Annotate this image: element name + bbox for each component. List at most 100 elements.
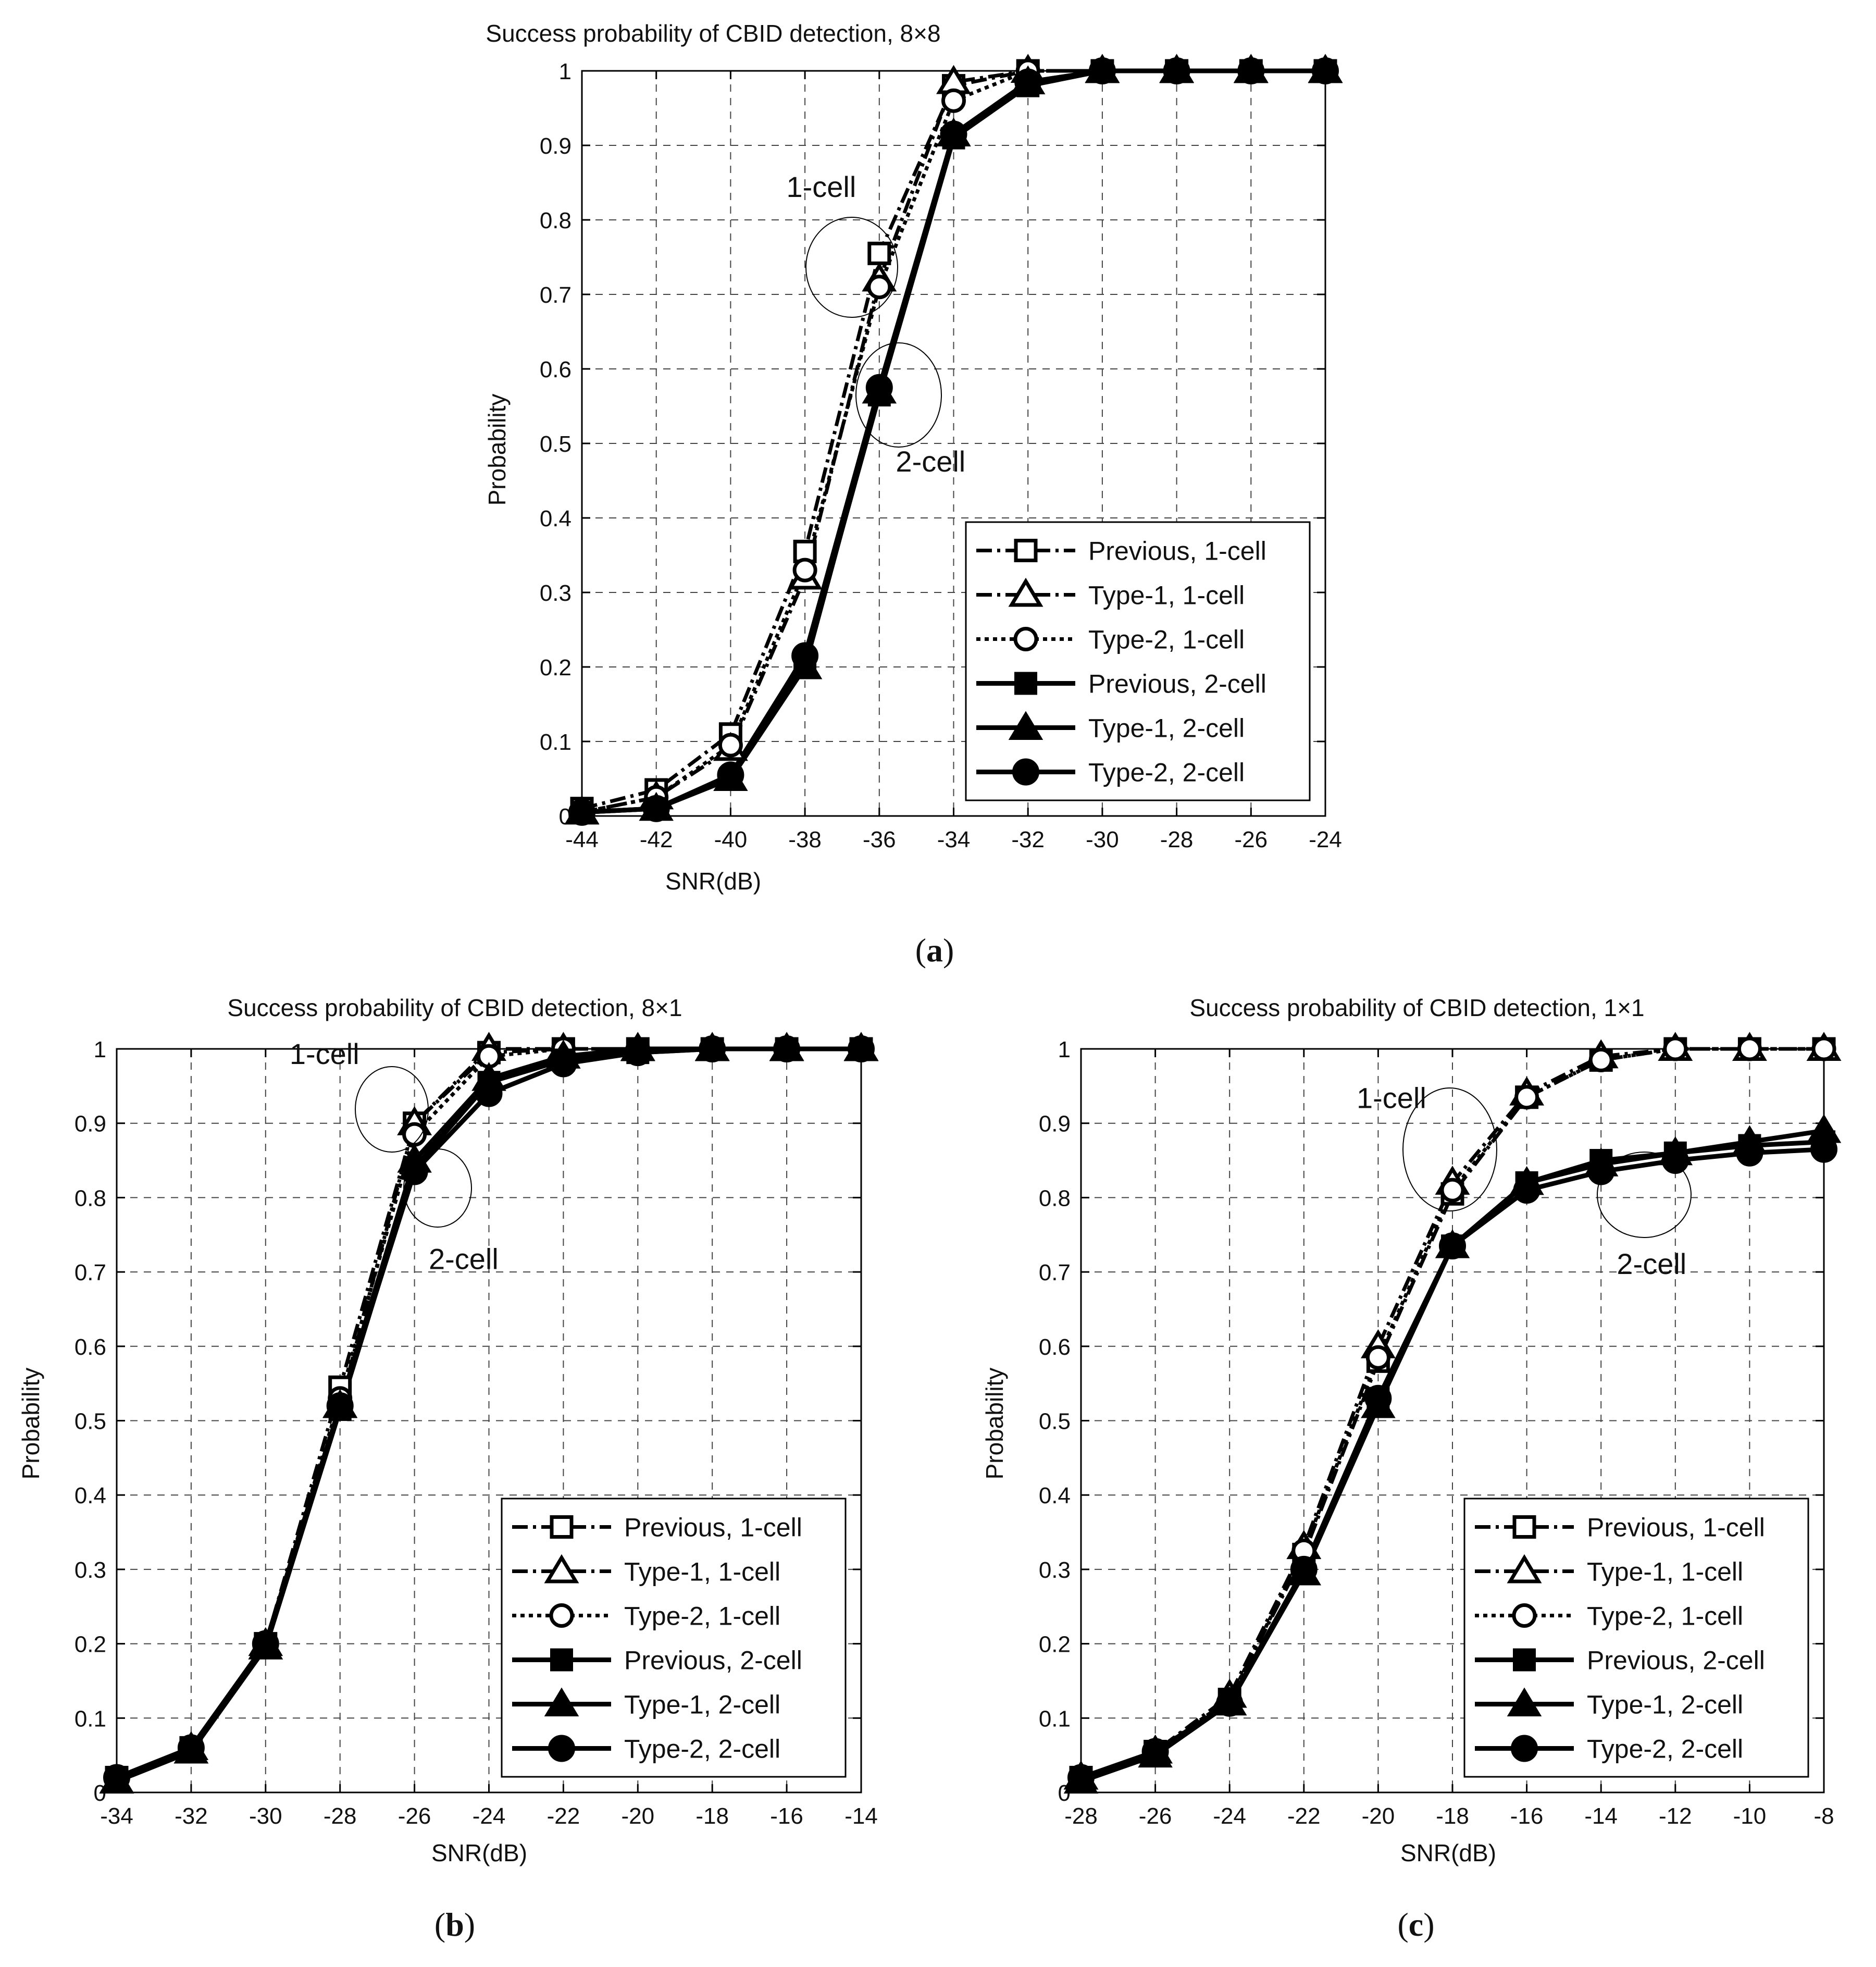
y-tick-label: 0.8: [1039, 1185, 1071, 1211]
data-point-marker: [940, 120, 967, 148]
chart-title: Success probability of CBID detection, 8…: [227, 994, 682, 1021]
x-tick-label: -38: [788, 827, 822, 852]
x-tick-label: -24: [1309, 827, 1342, 852]
y-tick-label: 0.2: [74, 1632, 106, 1657]
legend-entry: Type-1, 1-cell: [1587, 1557, 1743, 1587]
x-tick-label: -22: [1287, 1803, 1321, 1829]
legend-entry: Type-1, 1-cell: [624, 1557, 780, 1587]
data-point-marker: [718, 733, 743, 758]
data-point-marker: [1014, 68, 1042, 96]
y-tick-label: 0.8: [540, 208, 572, 233]
y-tick-label: 0.4: [1039, 1483, 1071, 1508]
y-tick-label: 0.5: [1039, 1409, 1071, 1434]
data-point-marker: [865, 374, 893, 401]
x-tick-label: -26: [1235, 827, 1268, 852]
legend-box: [965, 521, 1311, 801]
legend-marker: [1507, 1554, 1542, 1584]
caption-b: (b): [434, 1906, 475, 1943]
x-tick-label: -20: [622, 1803, 655, 1829]
legend-entry: Previous, 2-cell: [1088, 670, 1266, 699]
y-tick-label: 0.9: [540, 133, 572, 159]
data-point-marker: [1088, 57, 1116, 84]
legend-entry: Type-2, 2-cell: [624, 1735, 780, 1764]
y-tick-label: 0.7: [540, 282, 572, 308]
legend-entry: Type-1, 1-cell: [1088, 581, 1245, 610]
legend-marker: [544, 1554, 579, 1584]
x-tick-label: -10: [1733, 1803, 1767, 1829]
legend-marker: [1013, 627, 1038, 651]
legend-marker: [1511, 1735, 1538, 1762]
x-tick-label: -32: [1011, 827, 1045, 852]
x-axis-label: SNR(dB): [1400, 1839, 1496, 1866]
x-tick-label: -34: [937, 827, 971, 852]
x-tick-label: -24: [473, 1803, 506, 1829]
y-axis-label: Probability: [17, 1368, 44, 1480]
legend-box: [1463, 1498, 1809, 1778]
y-tick-label: 0.1: [540, 729, 572, 755]
annotation-label: 1-cell: [786, 170, 856, 203]
data-point-marker: [1810, 1135, 1837, 1163]
annotation-label: 1-cell: [1357, 1081, 1426, 1114]
annotation-ellipse: [403, 1148, 472, 1228]
x-tick-label: -16: [1510, 1803, 1544, 1829]
data-point-marker: [867, 275, 892, 300]
legend: Previous, 1-cell Type-1, 1-cell Type-2, 1-…: [1463, 1498, 1809, 1778]
data-point-marker: [568, 798, 595, 826]
legend-marker: [548, 1735, 575, 1762]
annotation-ellipse: [1597, 1152, 1692, 1238]
data-point-marker: [941, 88, 966, 113]
legend-marker: [1014, 672, 1037, 695]
y-axis-label: Probability: [483, 394, 511, 506]
data-point-marker: [717, 761, 744, 789]
data-point-marker: [1312, 57, 1339, 84]
legend-entry: Type-2, 1-cell: [1587, 1602, 1743, 1631]
data-point-marker: [791, 642, 819, 670]
legend-entry: Previous, 1-cell: [1088, 537, 1266, 566]
y-tick-label: 0.5: [74, 1409, 106, 1434]
y-tick-label: 0.1: [74, 1706, 106, 1731]
x-tick-label: -42: [640, 827, 673, 852]
legend-marker: [1012, 758, 1039, 786]
x-tick-label: -28: [1064, 1803, 1098, 1829]
annotation-ellipse: [805, 217, 898, 318]
data-point-marker: [1237, 57, 1265, 84]
y-tick-label: 0.6: [540, 357, 572, 382]
legend-marker: [1014, 539, 1038, 562]
annotation-ellipse: [355, 1066, 429, 1153]
x-tick-label: -26: [398, 1803, 431, 1829]
x-tick-label: -30: [249, 1803, 282, 1829]
data-point-marker: [1737, 1036, 1762, 1061]
x-tick-label: -18: [1436, 1803, 1469, 1829]
y-tick-label: 0.9: [1039, 1111, 1071, 1137]
y-axis-label: Probability: [981, 1368, 1008, 1480]
legend-entry: Type-2, 2-cell: [1088, 758, 1245, 787]
data-point-marker: [326, 1392, 354, 1419]
x-tick-label: -12: [1659, 1803, 1692, 1829]
x-tick-label: -28: [1160, 827, 1194, 852]
data-point-marker: [1736, 1139, 1763, 1167]
x-tick-label: -24: [1213, 1803, 1246, 1829]
legend-marker: [550, 1648, 573, 1672]
legend-marker: [544, 1687, 579, 1716]
caption-c: (c): [1397, 1906, 1434, 1943]
chart-panel-b: Success probability of CBID detection, 8…: [17, 994, 879, 1866]
legend-entry: Previous, 2-cell: [624, 1646, 802, 1675]
data-point-marker: [1663, 1036, 1688, 1061]
x-tick-label: -32: [175, 1803, 208, 1829]
legend-entry: Type-2, 1-cell: [624, 1602, 780, 1631]
annotation-label: 1-cell: [290, 1037, 359, 1070]
legend-marker: [1507, 1687, 1542, 1716]
data-point-marker: [1364, 1384, 1392, 1412]
x-tick-label: -20: [1362, 1803, 1395, 1829]
annotation-label: 2-cell: [1617, 1247, 1686, 1280]
data-point-marker: [792, 558, 817, 583]
y-tick-label: 1: [1058, 1037, 1071, 1062]
caption-a: (a): [915, 932, 954, 969]
x-tick-label: -14: [1584, 1803, 1618, 1829]
data-point-marker: [177, 1734, 205, 1762]
data-point-marker: [1513, 1177, 1540, 1204]
data-point-marker: [1514, 1085, 1539, 1110]
legend: Previous, 1-cell Type-1, 1-cell Type-2, 1-…: [965, 521, 1311, 801]
y-tick-label: 0.1: [1039, 1706, 1071, 1731]
